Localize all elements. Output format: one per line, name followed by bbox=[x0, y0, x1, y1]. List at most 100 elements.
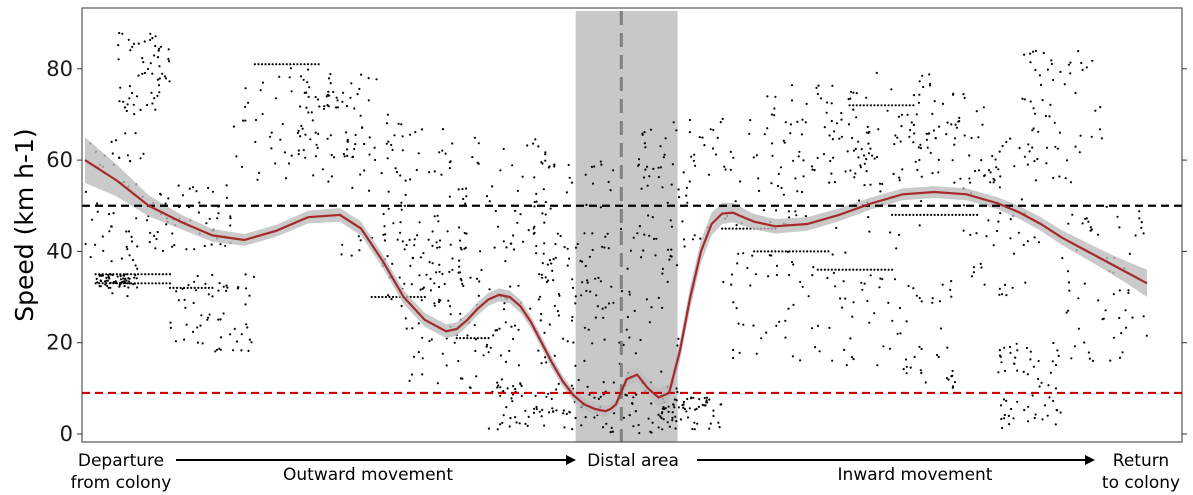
scatter-point bbox=[631, 402, 634, 405]
scatter-point bbox=[571, 315, 574, 319]
scatter-point bbox=[464, 202, 467, 205]
scatter-point bbox=[335, 96, 338, 99]
scatter-point bbox=[788, 250, 791, 253]
scatter-point bbox=[1047, 384, 1050, 387]
scatter-point bbox=[151, 282, 154, 285]
scatter-point bbox=[1041, 418, 1044, 421]
scatter-point bbox=[830, 172, 833, 175]
scatter-point bbox=[368, 153, 371, 156]
scatter-point bbox=[415, 168, 418, 172]
scatter-point bbox=[315, 143, 318, 146]
scatter-point bbox=[660, 416, 663, 420]
scatter-point bbox=[958, 213, 961, 216]
scatter-point bbox=[767, 250, 770, 253]
scatter-point bbox=[496, 381, 499, 384]
scatter-point bbox=[245, 323, 248, 326]
scatter-point bbox=[513, 324, 517, 327]
scatter-point bbox=[1081, 68, 1084, 71]
scatter-point bbox=[133, 113, 136, 116]
scatter-point bbox=[632, 236, 635, 239]
scatter-point bbox=[1037, 377, 1040, 381]
scatter-point bbox=[477, 294, 480, 297]
scatter-point bbox=[716, 136, 719, 139]
scatter-point bbox=[459, 312, 462, 315]
scatter-point bbox=[116, 275, 119, 278]
scatter-point bbox=[436, 246, 439, 249]
scatter-point bbox=[629, 249, 633, 252]
scatter-point bbox=[96, 202, 99, 205]
scatter-point bbox=[485, 195, 489, 198]
distal-area-label: Distal area bbox=[587, 451, 679, 471]
scatter-point bbox=[826, 101, 829, 104]
scatter-point bbox=[477, 142, 480, 145]
scatter-point bbox=[188, 187, 191, 190]
scatter-point bbox=[593, 396, 596, 399]
scatter-point bbox=[1125, 326, 1128, 329]
scatter-point bbox=[921, 74, 924, 77]
scatter-point bbox=[920, 200, 923, 203]
scatter-point bbox=[1040, 381, 1043, 384]
scatter-point bbox=[685, 410, 688, 413]
scatter-point bbox=[708, 427, 711, 430]
scatter-point bbox=[329, 73, 332, 76]
scatter-point bbox=[123, 285, 126, 288]
scatter-point bbox=[898, 213, 901, 216]
scatter-point bbox=[465, 195, 468, 198]
scatter-point bbox=[139, 108, 142, 111]
scatter-point bbox=[650, 306, 653, 309]
scatter-point bbox=[404, 179, 407, 182]
scatter-point bbox=[445, 364, 448, 367]
scatter-point bbox=[429, 289, 432, 292]
scatter-point bbox=[394, 167, 397, 170]
scatter-point bbox=[270, 131, 273, 134]
scatter-point bbox=[211, 273, 214, 277]
scatter-point bbox=[444, 152, 447, 155]
scatter-point bbox=[913, 132, 916, 135]
scatter-point bbox=[789, 123, 793, 126]
scatter-point bbox=[197, 211, 200, 214]
scatter-point bbox=[512, 248, 516, 251]
scatter-point bbox=[299, 135, 302, 138]
scatter-point bbox=[539, 319, 542, 322]
scatter-point bbox=[938, 300, 942, 303]
scatter-point bbox=[937, 355, 940, 359]
scatter-point bbox=[1049, 371, 1052, 374]
scatter-point bbox=[314, 155, 317, 158]
scatter-point bbox=[777, 250, 780, 253]
scatter-point bbox=[876, 364, 879, 367]
scatter-point bbox=[296, 63, 299, 66]
scatter-point bbox=[896, 136, 899, 139]
scatter-point bbox=[526, 144, 529, 147]
scatter-point bbox=[1145, 334, 1148, 337]
scatter-point bbox=[847, 98, 850, 101]
scatter-point bbox=[391, 295, 395, 299]
scatter-point bbox=[336, 99, 339, 102]
scatter-point bbox=[567, 163, 570, 167]
scatter-point bbox=[950, 280, 953, 283]
scatter-point bbox=[135, 95, 139, 98]
scatter-point bbox=[185, 323, 188, 326]
scatter-point bbox=[95, 277, 98, 280]
scatter-point bbox=[979, 262, 982, 265]
scatter-point bbox=[770, 254, 773, 257]
scatter-point bbox=[877, 128, 880, 131]
scatter-point bbox=[831, 253, 834, 256]
scatter-point bbox=[542, 252, 545, 255]
scatter-point bbox=[559, 234, 562, 238]
scatter-point bbox=[136, 245, 139, 248]
scatter-point bbox=[574, 302, 577, 305]
scatter-point bbox=[540, 362, 543, 365]
scatter-point bbox=[544, 276, 547, 279]
scatter-point bbox=[1048, 115, 1051, 118]
scatter-point bbox=[544, 151, 547, 154]
scatter-point bbox=[584, 264, 587, 268]
scatter-point bbox=[887, 268, 890, 271]
scatter-point bbox=[544, 159, 547, 162]
scatter-point bbox=[915, 213, 919, 216]
scatter-point bbox=[789, 132, 792, 135]
scatter-point bbox=[1020, 198, 1024, 201]
scatter-point bbox=[574, 246, 578, 249]
scatter-point bbox=[108, 282, 111, 285]
scatter-point bbox=[735, 227, 738, 230]
scatter-point bbox=[697, 405, 701, 408]
